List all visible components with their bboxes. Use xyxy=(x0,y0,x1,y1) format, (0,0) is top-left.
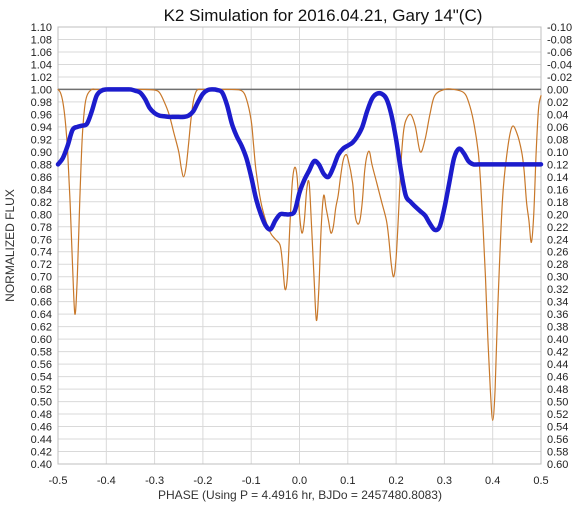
y2-tick-label: -0.06 xyxy=(547,47,572,59)
x-tick-label: 0.3 xyxy=(437,475,452,487)
y-tick-label: 0.96 xyxy=(31,109,52,121)
y-tick-label: 0.50 xyxy=(31,397,52,409)
y-tick-label: 0.60 xyxy=(31,334,52,346)
tick-labels: 0.40 0.60 0.42 0.58 0.44 0.56 0.46 0.54 0.48 0.52… xyxy=(31,22,573,487)
x-tick-label: 0.1 xyxy=(340,475,355,487)
y-tick-label: 0.98 xyxy=(31,97,52,109)
y2-tick-label: 0.08 xyxy=(547,134,568,146)
x-axis-label: PHASE (Using P = 4.4916 hr, BJDo = 24574… xyxy=(158,488,442,502)
x-tick-label: -0.5 xyxy=(49,475,68,487)
y-tick-label: 0.64 xyxy=(31,309,52,321)
y2-tick-label: 0.46 xyxy=(547,372,568,384)
y-tick-label: 0.72 xyxy=(31,259,52,271)
x-tick-label: 0.2 xyxy=(388,475,403,487)
x-tick-label: -0.3 xyxy=(145,475,164,487)
y2-tick-label: 0.56 xyxy=(547,434,568,446)
y2-tick-label: 0.06 xyxy=(547,122,568,134)
y2-tick-label: 0.38 xyxy=(547,322,568,334)
y-tick-label: 0.40 xyxy=(31,459,52,471)
y2-tick-label: 0.52 xyxy=(547,409,568,421)
y-tick-label: 0.92 xyxy=(31,134,52,146)
series-line-orange xyxy=(57,88,542,421)
y2-tick-label: 0.10 xyxy=(547,147,568,159)
x-tick-label: 0.0 xyxy=(292,475,307,487)
y2-tick-label: 0.04 xyxy=(547,109,568,121)
y-tick-label: 1.06 xyxy=(31,47,52,59)
y2-tick-label: 0.14 xyxy=(547,172,568,184)
y2-tick-label: 0.60 xyxy=(547,459,568,471)
y-tick-label: 0.48 xyxy=(31,409,52,421)
y2-tick-label: 0.20 xyxy=(547,209,568,221)
y2-tick-label: -0.10 xyxy=(547,22,572,34)
y-axis-label: NORMALIZED FLUX xyxy=(3,189,17,302)
y-tick-label: 0.52 xyxy=(31,384,52,396)
y2-tick-label: 0.30 xyxy=(547,272,568,284)
y2-tick-label: 0.18 xyxy=(547,197,568,209)
y2-tick-label: 0.28 xyxy=(547,259,568,271)
y2-tick-label: 0.44 xyxy=(547,359,568,371)
y2-tick-label: 0.16 xyxy=(547,184,568,196)
y-tick-label: 0.74 xyxy=(31,247,52,259)
y-tick-label: 0.54 xyxy=(31,372,52,384)
y2-tick-label: -0.02 xyxy=(547,72,572,84)
y-tick-label: 0.44 xyxy=(31,434,52,446)
y-tick-label: 0.86 xyxy=(31,172,52,184)
y-tick-label: 0.70 xyxy=(31,272,52,284)
y2-tick-label: 0.50 xyxy=(547,397,568,409)
y-tick-label: 0.42 xyxy=(31,447,52,459)
y2-tick-label: -0.08 xyxy=(547,34,572,46)
y2-tick-label: 0.36 xyxy=(547,309,568,321)
y-tick-label: 1.04 xyxy=(31,59,52,71)
y-tick-label: 0.94 xyxy=(31,122,52,134)
x-tick-label: 0.4 xyxy=(485,475,500,487)
x-tick-label: -0.2 xyxy=(193,475,212,487)
y-tick-label: 0.68 xyxy=(31,284,52,296)
y2-tick-label: 0.34 xyxy=(547,297,568,309)
chart-title: K2 Simulation for 2016.04.21, Gary 14"(C… xyxy=(164,6,483,25)
series-line-blue xyxy=(55,87,544,233)
y-tick-label: 0.66 xyxy=(31,297,52,309)
y-tick-label: 0.58 xyxy=(31,347,52,359)
plot-frame xyxy=(57,26,542,465)
y-tick-label: 0.62 xyxy=(31,322,52,334)
y-tick-label: 1.02 xyxy=(31,72,52,84)
x-tick-label: -0.1 xyxy=(242,475,261,487)
y-tick-label: 0.90 xyxy=(31,147,52,159)
y-tick-label: 0.84 xyxy=(31,184,52,196)
y2-tick-label: 0.48 xyxy=(547,384,568,396)
x-tick-label: -0.4 xyxy=(97,475,116,487)
y2-tick-label: 0.42 xyxy=(547,347,568,359)
y-tick-label: 0.76 xyxy=(31,234,52,246)
y-tick-label: 1.10 xyxy=(31,22,52,34)
y2-tick-label: 0.00 xyxy=(547,84,568,96)
y2-tick-label: 0.32 xyxy=(547,284,568,296)
y-tick-label: 0.88 xyxy=(31,159,52,171)
y-tick-label: 0.78 xyxy=(31,222,52,234)
y-tick-label: 1.08 xyxy=(31,34,52,46)
y-tick-label: 1.00 xyxy=(31,84,52,96)
y-tick-label: 0.56 xyxy=(31,359,52,371)
y2-tick-label: 0.26 xyxy=(547,247,568,259)
series-layer xyxy=(55,87,544,421)
y-tick-label: 0.80 xyxy=(31,209,52,221)
x-tick-label: 0.5 xyxy=(533,475,548,487)
y2-tick-label: 0.22 xyxy=(547,222,568,234)
grid-lines xyxy=(57,26,542,465)
y2-tick-label: 0.24 xyxy=(547,234,568,246)
y2-tick-label: 0.02 xyxy=(547,97,568,109)
y2-tick-label: 0.12 xyxy=(547,159,568,171)
y2-tick-label: 0.58 xyxy=(547,447,568,459)
plot-border xyxy=(57,26,542,465)
y-tick-label: 0.46 xyxy=(31,422,52,434)
y-tick-label: 0.82 xyxy=(31,197,52,209)
y2-tick-label: -0.04 xyxy=(547,59,572,71)
y2-tick-label: 0.54 xyxy=(547,422,568,434)
y2-tick-label: 0.40 xyxy=(547,334,568,346)
